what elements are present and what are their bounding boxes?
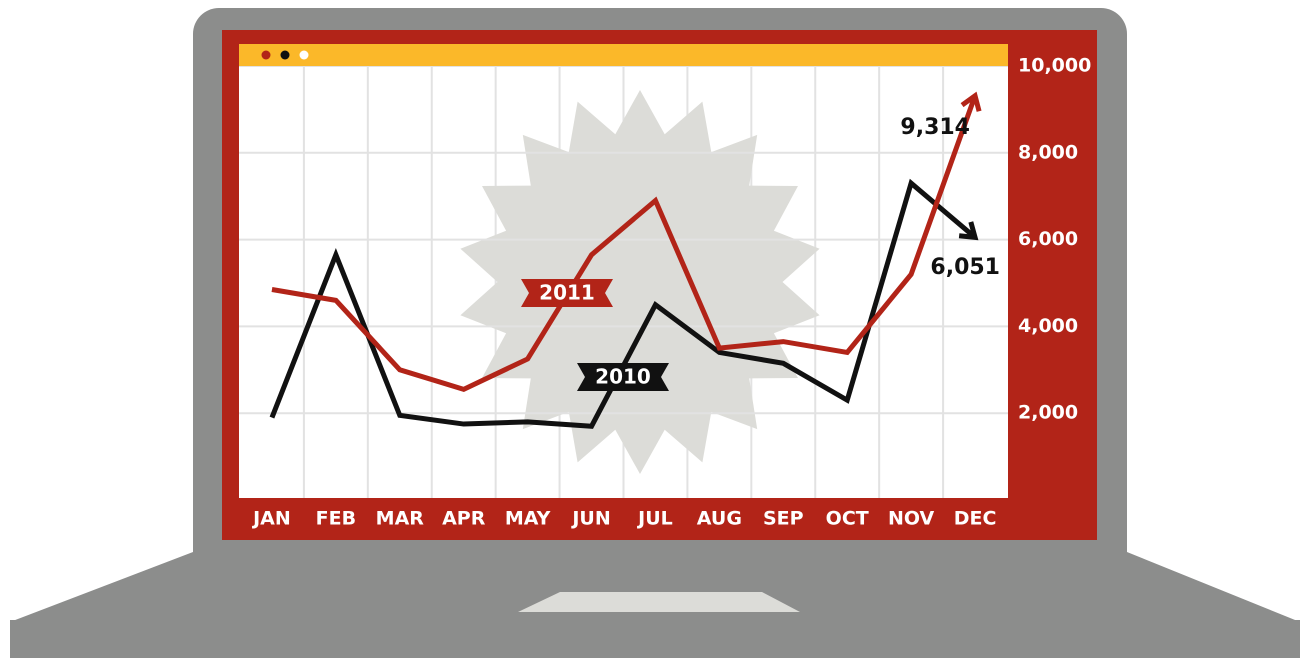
laptop-base (10, 552, 1300, 622)
x-tick-label: SEP (763, 508, 804, 530)
arrowhead (958, 221, 979, 241)
series-line (271, 94, 978, 393)
x-tick-label: DEC (954, 508, 997, 530)
window-dot (261, 50, 271, 60)
y-tick-label: 6,000 (1018, 228, 1078, 250)
series-name: 2011 (539, 281, 595, 305)
trackpad (518, 592, 800, 612)
series-tag (521, 279, 613, 307)
arrowhead (960, 91, 982, 112)
value-label: 9,314 (900, 115, 970, 140)
window-dot (280, 50, 290, 60)
y-tick-label: 4,000 (1018, 315, 1078, 337)
x-tick-label: NOV (888, 508, 935, 530)
burst-decoration (460, 90, 820, 474)
x-tick-label: MAR (376, 508, 425, 530)
x-tick-label: JUL (636, 508, 673, 530)
series-name: 2010 (595, 365, 651, 389)
series-tag (577, 363, 669, 391)
y-tick-label: 10,000 (1018, 55, 1091, 77)
y-tick-label: 8,000 (1018, 141, 1078, 163)
x-tick-label: OCT (826, 508, 869, 530)
x-tick-label: MAY (505, 508, 551, 530)
x-tick-label: APR (442, 508, 486, 530)
window-bar (239, 44, 1008, 66)
x-tick-label: JAN (251, 508, 291, 530)
x-tick-label: JUN (570, 508, 610, 530)
y-tick-label: 2,000 (1018, 402, 1078, 424)
x-tick-label: AUG (697, 508, 742, 530)
window-dot (299, 50, 309, 60)
value-label: 6,051 (930, 255, 1000, 280)
plot: 6,051 2010 9,314 2011 (269, 91, 1000, 429)
x-tick-label: FEB (316, 508, 356, 530)
laptop-base-front (10, 620, 1300, 658)
